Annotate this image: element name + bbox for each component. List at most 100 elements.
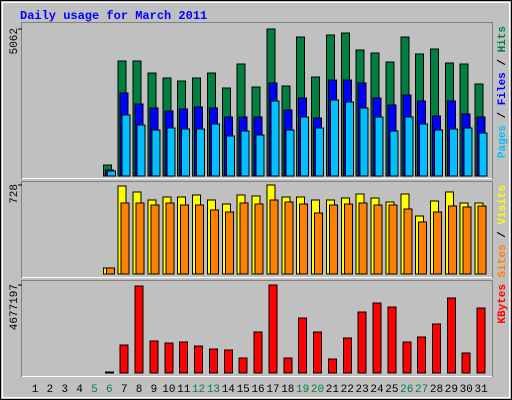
- x-tick-label: 2: [47, 384, 54, 396]
- bar: [120, 202, 130, 275]
- bar: [462, 206, 472, 275]
- bar: [298, 317, 308, 374]
- bar: [179, 341, 189, 374]
- x-tick-label: 5: [91, 384, 98, 396]
- bar: [402, 341, 412, 374]
- bar: [344, 101, 354, 177]
- bar: [121, 114, 131, 177]
- bar: [239, 202, 249, 275]
- bar: [358, 202, 368, 275]
- bar: [388, 204, 398, 275]
- x-tick-label: 15: [237, 384, 250, 396]
- bar: [223, 349, 233, 374]
- bar: [373, 204, 383, 275]
- x-tick-label: 13: [207, 384, 220, 396]
- bar: [210, 123, 220, 177]
- bar: [419, 123, 429, 177]
- bar: [329, 99, 339, 177]
- bar: [403, 208, 413, 275]
- legend-separator: /: [497, 225, 509, 245]
- x-tick-label: 27: [415, 384, 428, 396]
- bar: [135, 202, 145, 275]
- x-tick-label: 31: [474, 384, 488, 396]
- bar: [478, 132, 488, 177]
- x-tick-label: 30: [460, 384, 473, 396]
- legend: KBytes: [497, 284, 509, 324]
- bar: [387, 306, 397, 374]
- x-tick-label: 18: [281, 384, 294, 396]
- bar: [196, 128, 206, 177]
- x-tick-label: 17: [266, 384, 279, 396]
- bar: [270, 100, 280, 177]
- bar: [327, 358, 337, 374]
- bar: [269, 199, 279, 275]
- x-tick-label: 1: [32, 384, 39, 396]
- legend-entry: Visits: [497, 185, 509, 225]
- bar: [253, 331, 263, 374]
- legend-entry: Sites: [497, 244, 509, 277]
- bar: [225, 135, 235, 177]
- x-tick-label: 11: [177, 384, 191, 396]
- bar: [283, 357, 293, 374]
- x-tick-label: 9: [151, 384, 158, 396]
- legend-separator: /: [497, 105, 509, 125]
- bar: [404, 116, 414, 177]
- x-tick-label: 25: [385, 384, 398, 396]
- bar: [343, 203, 353, 275]
- bar: [431, 323, 441, 374]
- bar: [446, 297, 456, 374]
- bar: [461, 352, 471, 374]
- y-tick-label: 5062: [9, 28, 21, 54]
- x-tick-label: 16: [251, 384, 264, 396]
- bar: [418, 221, 428, 275]
- x-tick-label: 19: [296, 384, 309, 396]
- bar: [149, 340, 159, 374]
- bar: [389, 130, 399, 177]
- bar: [315, 127, 325, 177]
- bar: [238, 357, 248, 374]
- bar: [374, 116, 384, 177]
- bar: [372, 302, 382, 374]
- bar: [359, 107, 369, 177]
- bar: [268, 284, 278, 374]
- legend-entry: KBytes: [497, 284, 509, 324]
- bar: [299, 203, 309, 275]
- bar: [195, 204, 205, 275]
- bar: [134, 285, 144, 374]
- bar: [328, 204, 338, 275]
- legend-entry: Pages: [497, 125, 509, 158]
- legend-separator: /: [497, 52, 509, 72]
- bar: [300, 116, 310, 177]
- x-tick-label: 23: [356, 384, 369, 396]
- bar: [181, 128, 191, 177]
- bar: [476, 307, 486, 374]
- y-tick-label: 728: [9, 184, 21, 204]
- bar: [240, 130, 250, 177]
- bar: [105, 267, 115, 275]
- legend: Pages / Files / Hits: [497, 26, 509, 158]
- legend: Sites / Visits: [497, 185, 509, 277]
- x-tick-label: 12: [192, 384, 205, 396]
- bar: [208, 348, 218, 374]
- bar: [136, 124, 146, 177]
- bar: [104, 371, 114, 374]
- bar: [417, 336, 427, 374]
- bar: [448, 128, 458, 177]
- bar: [254, 203, 264, 275]
- bar: [119, 344, 129, 374]
- bar: [166, 127, 176, 177]
- x-tick-label: 10: [162, 384, 175, 396]
- bar: [314, 212, 324, 275]
- legend-entry: Hits: [497, 26, 509, 52]
- bar: [463, 127, 473, 177]
- bar: [224, 211, 234, 275]
- bar: [342, 337, 352, 374]
- x-tick-label: 24: [370, 384, 384, 396]
- bar: [209, 209, 219, 275]
- x-tick-label: 8: [136, 384, 143, 396]
- bar: [432, 211, 442, 275]
- bar: [285, 129, 295, 177]
- x-tick-label: 26: [400, 384, 413, 396]
